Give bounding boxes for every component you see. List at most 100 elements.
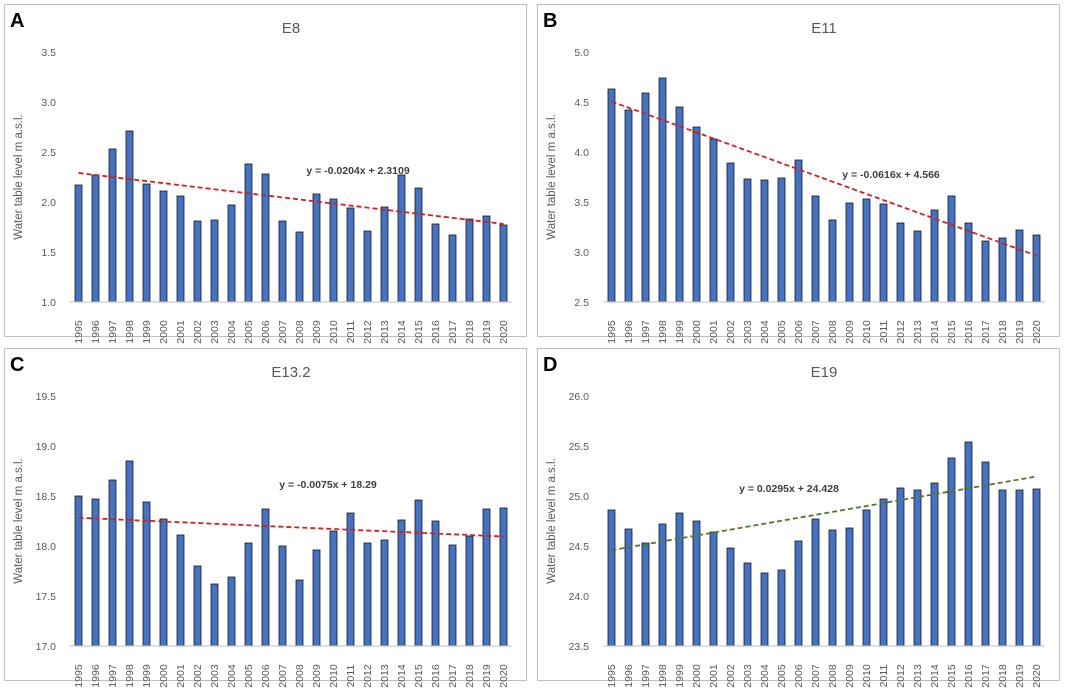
x-tick-label: 2001 [708,664,720,688]
y-tick-label: 19.0 [36,441,57,453]
bar-2004 [227,204,236,303]
bar-2010 [329,530,338,647]
bar-2017 [448,234,457,303]
bar-2012 [363,230,372,303]
trendline [78,172,504,225]
bar-2019 [482,508,491,647]
x-tick-label: 2014 [929,320,941,344]
bar-2005 [244,163,253,303]
x-tick-label: 1998 [124,320,136,344]
bar-2019 [1015,489,1024,647]
bar-2017 [981,240,990,303]
bar-1997 [108,479,117,647]
x-tick-label: 2012 [362,664,374,688]
chart-panel-b: B E11 2.5 3.0 3.5 4.0 4.5 5.0 Water table level … [533,0,1061,344]
x-tick-label: 1997 [107,320,119,344]
x-tick-label: 2007 [277,664,289,688]
y-axis-label: Water table level m a.s.l. [13,458,25,583]
y-tick-label: 3.5 [41,47,56,59]
y-tick-label: 18.0 [36,541,57,553]
x-tick-label: 2009 [844,320,856,344]
bar-2002 [193,220,202,303]
x-tick-label: 2004 [759,664,771,688]
trendline [611,100,1037,257]
bar-2000 [692,126,701,303]
x-tick-label: 2012 [895,320,907,344]
bar-2019 [1015,229,1024,303]
bar-2018 [465,218,474,303]
x-tick-label: 2016 [430,664,442,688]
y-tick-label: 3.0 [574,247,589,259]
x-tick-label: 2013 [379,664,391,688]
bar-2020 [499,507,508,647]
bar-2002 [726,547,735,647]
x-tick-label: 2015 [413,664,425,688]
bar-2011 [879,203,888,303]
y-axis-label: Water table level m a.s.l. [13,114,25,239]
trendline-equation: y = 0.0295x + 24.428 [739,483,839,495]
bar-2020 [1032,234,1041,303]
chart-svg: C E13.2 17.0 17.5 18.0 18.5 19.0 19.5 Water tabl… [4,348,527,688]
bar-2005 [244,542,253,647]
x-tick-label: 2016 [963,320,975,344]
bar-2013 [913,230,922,303]
x-tick-label: 2003 [209,664,221,688]
bar-2014 [397,174,406,303]
x-tick-label: 2020 [1031,664,1043,688]
x-tick-label: 2001 [708,320,720,344]
y-tick-label: 24.5 [569,541,590,553]
bar-2007 [811,195,820,303]
x-tick-label: 2015 [946,320,958,344]
x-tick-label: 1997 [640,664,652,688]
y-tick-label: 19.5 [36,391,57,403]
bar-2007 [278,220,287,303]
bar-1998 [125,130,134,303]
x-tick-label: 2018 [997,320,1009,344]
bar-1997 [108,148,117,303]
bar-1998 [658,77,667,303]
bar-2012 [896,222,905,303]
x-tick-label: 2004 [226,320,238,344]
x-tick-label: 2018 [997,664,1009,688]
bar-2013 [913,489,922,647]
bar-1999 [675,512,684,647]
bar-2009 [845,527,854,647]
bar-1996 [91,174,100,303]
x-tick-label: 2000 [158,664,170,688]
bar-2001 [709,138,718,303]
x-tick-label: 2003 [209,320,221,344]
trendline-equation: y = -0.0075x + 18.29 [279,479,377,491]
bar-2007 [278,545,287,647]
bar-2015 [947,195,956,303]
y-tick-label: 3.0 [41,97,56,109]
bar-2015 [414,499,423,647]
bar-1999 [142,183,151,303]
x-tick-label: 2019 [1014,320,1026,344]
bar-1999 [675,106,684,303]
bar-2010 [329,198,338,303]
x-tick-label: 2017 [447,320,459,344]
x-tick-label: 1999 [674,664,686,688]
trendline-equation: y = -0.0616x + 4.566 [842,169,940,181]
bar-2009 [845,202,854,303]
bar-2017 [448,544,457,647]
bar-2000 [692,520,701,647]
y-axis-label: Water table level m a.s.l. [546,458,558,583]
x-tick-label: 1995 [73,664,85,688]
x-tick-label: 2010 [861,320,873,344]
bar-1998 [125,460,134,647]
y-tick-label: 17.5 [36,591,57,603]
x-tick-label: 2006 [260,664,272,688]
x-tick-label: 2017 [980,320,992,344]
x-tick-label: 2020 [498,320,510,344]
y-tick-label: 1.0 [41,297,56,309]
x-tick-label: 2020 [498,664,510,688]
x-tick-label: 2017 [980,664,992,688]
x-tick-label: 1996 [90,664,102,688]
bar-2016 [964,441,973,647]
bar-2012 [896,487,905,647]
bar-1996 [624,109,633,303]
x-tick-label: 2008 [294,664,306,688]
x-tick-label: 2006 [260,320,272,344]
bar-2012 [363,542,372,647]
